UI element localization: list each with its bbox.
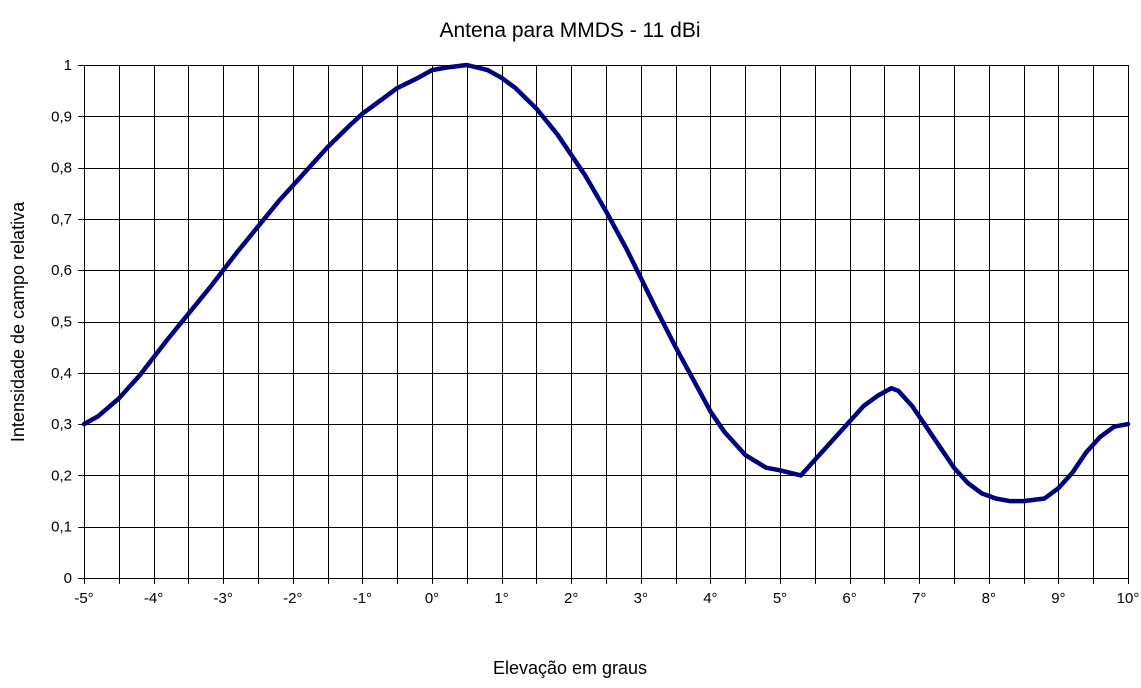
series: [81, 62, 1131, 504]
x-tick-label: 3°: [634, 590, 648, 607]
axes: [84, 65, 1128, 579]
y-tick-label: 0,1: [51, 519, 72, 536]
x-tick-label: 2°: [564, 590, 578, 607]
y-axis-title: Intensidade de campo relativa: [8, 201, 28, 442]
y-tick-label: 0,4: [51, 365, 72, 382]
x-tick-label: 4°: [703, 590, 717, 607]
y-tick-label: 0,3: [51, 416, 72, 433]
x-tick-label: 6°: [842, 590, 856, 607]
series-line: [81, 62, 1131, 504]
y-tick-label: 0,5: [51, 314, 72, 331]
y-tick-label: 0,2: [51, 467, 72, 484]
x-tick-label: 5°: [773, 590, 787, 607]
x-tick-label: -5°: [74, 590, 93, 607]
x-tick-label: 7°: [912, 590, 926, 607]
x-tick-label: 8°: [982, 590, 996, 607]
x-tick-label: 0°: [425, 590, 439, 607]
y-axis-tick-labels: 0 0,1 0,2 0,3 0,4 0,5 0,6 0,7 0,8 0,9 1: [51, 57, 72, 587]
x-tick-label: 10°: [1117, 590, 1140, 607]
y-tick-label: 1: [64, 57, 72, 74]
x-tick-label: -1°: [353, 590, 372, 607]
x-tick-label: -3°: [214, 590, 233, 607]
y-tick-label: 0,8: [51, 160, 72, 177]
x-tick-label: 1°: [494, 590, 508, 607]
grid: [78, 65, 1129, 584]
y-tick-label: 0,7: [51, 211, 72, 228]
x-axis-tick-labels: -5° -4° -3° -2° -1° 0° 1° 2° 3° 4° 5° 6° 7° 8° 9° 10°: [74, 590, 1139, 607]
y-tick-label: 0,9: [51, 108, 72, 125]
chart-title: Antena para MMDS - 11 dBi: [439, 19, 700, 42]
x-tick-label: 9°: [1051, 590, 1065, 607]
x-axis-title: Elevação em graus: [493, 658, 647, 678]
x-tick-label: -2°: [283, 590, 302, 607]
x-tick-label: -4°: [144, 590, 163, 607]
y-tick-label: 0: [64, 570, 72, 587]
y-tick-label: 0,6: [51, 262, 72, 279]
